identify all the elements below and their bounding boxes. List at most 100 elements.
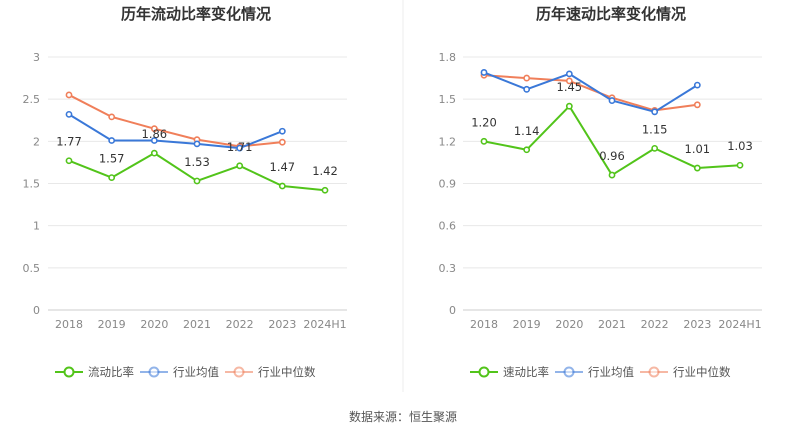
y-tick-label: 1.8 [439, 51, 457, 64]
data-point[interactable] [65, 157, 73, 165]
data-point[interactable] [150, 137, 158, 144]
series-line-2 [68, 93, 284, 148]
data-point[interactable] [693, 81, 701, 89]
data-point[interactable] [608, 97, 616, 104]
data-label: 1.15 [642, 122, 668, 136]
y-axis: 0 0.5 1 1.5 2 2.5 3 [23, 51, 41, 317]
legend-item[interactable]: 行业均值 [140, 365, 219, 379]
y-tick-label: 0.6 [439, 220, 457, 233]
data-label: 1.86 [142, 127, 168, 141]
series-line-1 [68, 113, 284, 150]
x-tick-label: 2022 [641, 318, 669, 331]
data-point[interactable] [278, 138, 286, 146]
legend-marker [63, 366, 75, 378]
data-point[interactable] [193, 140, 201, 148]
chart-title: 历年速动比率变化情况 [536, 5, 686, 23]
y-tick-label: 0 [33, 304, 40, 317]
data-point[interactable] [278, 182, 286, 190]
data-point[interactable] [236, 144, 244, 152]
legend: 速动比率 行业均值 行业中位数 [470, 365, 731, 379]
data-point[interactable] [321, 186, 329, 194]
current-ratio-chart: 历年流动比率变化情况 0 0.5 1 1.5 2 2.5 3 2018 2019 2020 202… [23, 5, 347, 379]
data-label: 0.96 [599, 149, 625, 163]
series-line-0 [483, 105, 741, 177]
data-point[interactable] [693, 101, 701, 109]
y-tick-label: 0.5 [23, 262, 41, 275]
x-axis: 2018 2019 2020 2021 2022 2023 2024H1 [55, 318, 347, 331]
data-point[interactable] [693, 164, 701, 172]
data-point[interactable] [108, 174, 116, 181]
legend-marker [233, 366, 245, 378]
data-point[interactable] [523, 85, 531, 93]
series-line-1 [483, 71, 699, 113]
data-point[interactable] [108, 113, 116, 121]
legend-item[interactable]: 行业中位数 [225, 365, 316, 379]
data-point[interactable] [651, 108, 659, 116]
series-line-2 [483, 74, 699, 112]
data-label: 1.14 [514, 124, 540, 138]
y-tick-label: 0.9 [439, 178, 457, 191]
data-point[interactable] [150, 149, 158, 157]
y-tick-label: 1.5 [23, 178, 41, 191]
chart-title: 历年流动比率变化情况 [121, 5, 271, 23]
y-tick-label: 3 [33, 51, 40, 64]
x-tick-label: 2020 [140, 318, 168, 331]
data-point[interactable] [565, 102, 573, 110]
data-point[interactable] [523, 74, 531, 82]
legend-label: 行业均值 [588, 365, 634, 379]
data-label: 1.45 [557, 80, 583, 94]
data-point[interactable] [565, 77, 573, 85]
series-lines [480, 69, 744, 179]
legend-marker [563, 366, 575, 378]
legend-item[interactable]: 行业中位数 [640, 365, 731, 379]
legend-item[interactable]: 速动比率 [470, 365, 549, 379]
data-point[interactable] [608, 171, 616, 179]
data-label: 1.77 [56, 135, 82, 149]
data-point[interactable] [523, 146, 531, 154]
y-tick-label: 1 [33, 220, 40, 233]
data-point[interactable] [65, 91, 73, 99]
legend-label: 流动比率 [88, 365, 134, 379]
x-tick-label: 2024H1 [303, 318, 346, 331]
x-axis: 2018 2019 2020 2021 2022 2023 2024H1 [470, 318, 762, 331]
legend-marker [148, 366, 160, 378]
data-point[interactable] [193, 177, 201, 185]
quick-ratio-chart: 历年速动比率变化情况 00.30.60.91.21.51.8 2018 2019 2… [439, 5, 762, 379]
data-point[interactable] [736, 161, 744, 169]
data-point[interactable] [108, 137, 116, 144]
data-point[interactable] [65, 110, 73, 118]
legend-marker [648, 366, 660, 378]
legend-item[interactable]: 流动比率 [55, 365, 134, 379]
x-tick-label: 2019 [98, 318, 126, 331]
data-labels: 1.20 1.14 1.45 0.96 1.15 1.01 1.03 [471, 80, 753, 163]
legend-marker [478, 366, 490, 378]
x-tick-label: 2020 [555, 318, 583, 331]
y-tick-label: 1.5 [439, 93, 457, 106]
legend-label: 速动比率 [503, 365, 549, 379]
data-point[interactable] [236, 162, 244, 170]
legend-item[interactable]: 行业均值 [555, 365, 634, 379]
y-tick-label: 0 [449, 304, 456, 317]
x-tick-label: 2018 [470, 318, 498, 331]
data-point[interactable] [565, 70, 573, 78]
data-label: 1.71 [227, 140, 253, 154]
x-tick-label: 2024H1 [718, 318, 761, 331]
data-point[interactable] [480, 137, 488, 145]
legend-label: 行业均值 [173, 365, 219, 379]
data-labels: 1.77 1.57 1.86 1.53 1.71 1.47 1.42 [56, 127, 338, 178]
data-point[interactable] [150, 125, 158, 133]
data-point[interactable] [480, 69, 488, 76]
x-tick-label: 2023 [268, 318, 296, 331]
y-tick-label: 2.5 [23, 93, 41, 106]
x-tick-label: 2019 [513, 318, 541, 331]
y-tick-label: 1.2 [439, 135, 457, 148]
data-source: 数据来源：恒生聚源 [349, 409, 457, 424]
legend: 流动比率 行业均值 行业中位数 [55, 365, 316, 379]
legend-label: 行业中位数 [673, 365, 731, 379]
data-label: 1.53 [184, 155, 210, 169]
data-point[interactable] [278, 127, 286, 135]
data-label: 1.01 [685, 142, 711, 156]
series-lines [65, 91, 329, 194]
data-point[interactable] [651, 144, 659, 152]
